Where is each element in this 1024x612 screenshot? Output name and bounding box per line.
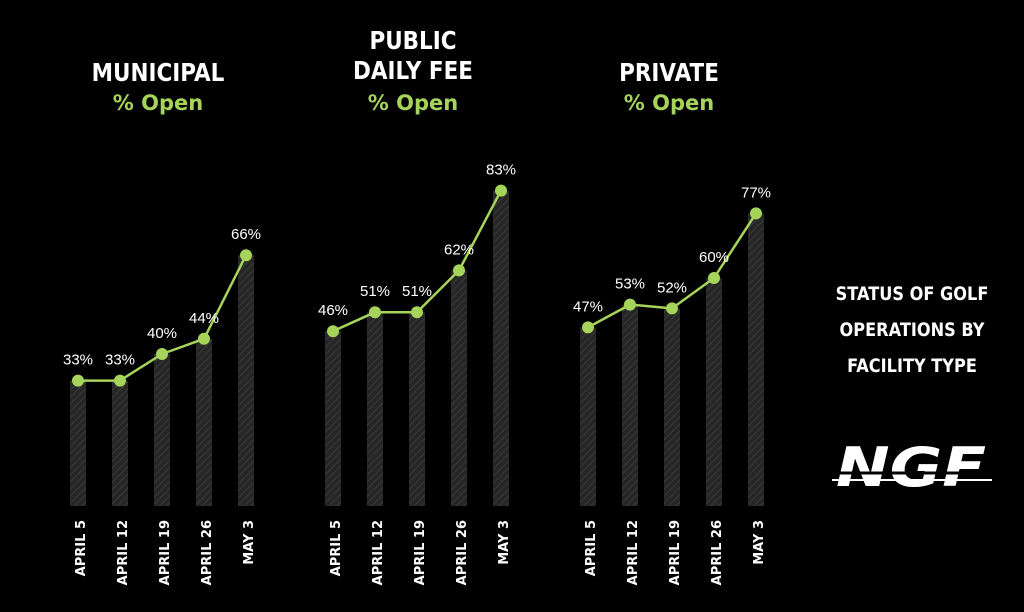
data-point xyxy=(411,306,423,319)
x-tick-label: APRIL 26 xyxy=(710,520,725,585)
x-tick-label: APRIL 12 xyxy=(371,520,386,585)
x-tick-label: APRIL 12 xyxy=(626,520,641,585)
x-tick-label: APRIL 5 xyxy=(74,520,89,576)
bar xyxy=(112,380,128,506)
ngf-logo: NGF xyxy=(832,438,992,494)
x-tick-label: APRIL 26 xyxy=(455,520,470,585)
bar xyxy=(493,190,509,506)
data-point xyxy=(198,332,210,345)
data-point xyxy=(708,272,720,284)
bar xyxy=(325,331,341,506)
data-label: 51% xyxy=(402,283,432,300)
data-label: 51% xyxy=(360,283,390,300)
x-tick-label: APRIL 19 xyxy=(668,520,683,585)
data-point xyxy=(114,374,126,387)
data-label: 60% xyxy=(699,249,729,266)
data-point xyxy=(156,348,168,360)
data-point xyxy=(240,249,252,262)
data-label: 77% xyxy=(741,184,771,201)
data-point xyxy=(369,306,381,319)
chart-subtitle-municipal: % Open xyxy=(112,91,204,115)
bar xyxy=(748,213,764,506)
data-label: 47% xyxy=(573,298,603,315)
title-line: DAILY FEE xyxy=(353,56,473,85)
logo-text: NGF xyxy=(836,438,986,494)
x-tick-label: MAY 3 xyxy=(497,520,512,565)
data-label: 46% xyxy=(318,302,348,319)
data-label: 44% xyxy=(189,310,219,327)
data-point xyxy=(624,298,636,311)
chart-title-municipal: MUNICIPAL xyxy=(72,58,244,88)
data-label: 40% xyxy=(147,325,177,342)
x-tick-label: MAY 3 xyxy=(242,520,257,565)
data-point xyxy=(666,302,678,315)
bar xyxy=(154,354,170,506)
bar xyxy=(409,312,425,506)
chart-panel: APRIL 5 APRIL 12 APRIL 19 APRIL 26 MAY 3 47% 5… xyxy=(573,184,771,585)
side-title-line: OPERATIONS BY xyxy=(839,319,985,341)
side-title-line: STATUS OF GOLF xyxy=(835,283,989,305)
chart-title-private: PRIVATE xyxy=(583,58,755,88)
bar xyxy=(238,255,254,506)
title-line: PUBLIC xyxy=(369,26,457,55)
data-label: 83% xyxy=(486,162,516,179)
x-tick-label: APRIL 5 xyxy=(584,520,599,576)
x-tick-label: MAY 3 xyxy=(752,520,767,565)
bar xyxy=(451,270,467,506)
x-tick-label: APRIL 5 xyxy=(329,520,344,576)
bar xyxy=(196,338,212,506)
data-label: 52% xyxy=(657,279,687,296)
side-title-line: FACILITY TYPE xyxy=(847,355,977,377)
chart-panel: APRIL 5 APRIL 12 APRIL 19 APRIL 26 MAY 3 46% 5… xyxy=(318,162,516,586)
bar xyxy=(622,304,638,506)
chart-subtitle-public-daily-fee: % Open xyxy=(367,91,459,115)
x-tick-label: APRIL 26 xyxy=(200,520,215,585)
side-title: STATUS OF GOLF OPERATIONS BY FACILITY TY… xyxy=(834,276,990,384)
x-tick-label: APRIL 19 xyxy=(158,520,173,585)
bar xyxy=(706,278,722,506)
data-label: 66% xyxy=(231,226,261,243)
data-label: 62% xyxy=(444,241,474,258)
data-point xyxy=(327,325,339,338)
title-line: PRIVATE xyxy=(619,58,719,87)
x-tick-label: APRIL 19 xyxy=(413,520,428,585)
data-label: 33% xyxy=(105,352,135,369)
data-point xyxy=(453,264,465,277)
data-label: 33% xyxy=(63,352,93,369)
chart-title-public-daily-fee: PUBLIC DAILY FEE xyxy=(327,26,499,86)
bar xyxy=(580,327,596,506)
data-point xyxy=(495,184,507,197)
data-point xyxy=(750,207,762,220)
x-tick-label: APRIL 12 xyxy=(116,520,131,585)
data-point xyxy=(582,321,594,334)
title-line: MUNICIPAL xyxy=(91,58,225,87)
chart-panel: APRIL 5 APRIL 12 APRIL 19 APRIL 26 MAY 3 33% 3… xyxy=(63,226,261,585)
bar xyxy=(367,312,383,506)
bar xyxy=(70,380,86,506)
chart-subtitle-private: % Open xyxy=(623,91,715,115)
data-point xyxy=(72,374,84,387)
data-label: 53% xyxy=(615,276,645,293)
bar xyxy=(664,308,680,506)
